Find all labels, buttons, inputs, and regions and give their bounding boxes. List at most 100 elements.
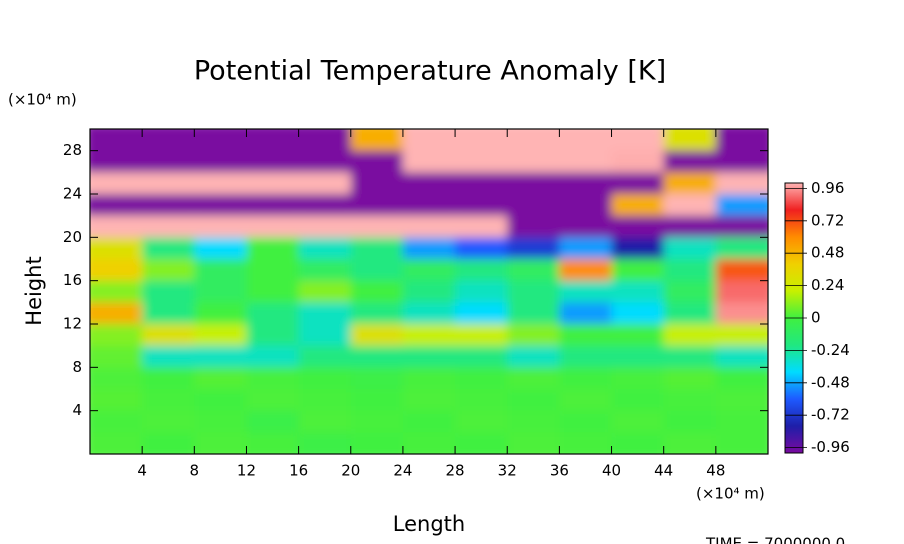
cell bbox=[350, 259, 404, 282]
cell bbox=[507, 259, 560, 282]
x-tick-label: 16 bbox=[289, 462, 308, 480]
cell bbox=[142, 280, 195, 303]
colorbar-tick-label: 0.24 bbox=[811, 276, 844, 294]
cell bbox=[715, 345, 768, 368]
colorbar-tick-label: 0.48 bbox=[811, 244, 844, 262]
cell bbox=[90, 150, 143, 173]
cell bbox=[298, 150, 352, 173]
cell bbox=[246, 150, 300, 173]
cell bbox=[611, 389, 665, 412]
y-tick-label: 16 bbox=[63, 271, 82, 289]
cell bbox=[559, 129, 613, 152]
x-tick-label: 8 bbox=[190, 462, 200, 480]
cell bbox=[559, 194, 613, 217]
cell bbox=[663, 172, 717, 195]
cell bbox=[402, 410, 456, 433]
cell bbox=[142, 367, 195, 390]
x-tick-label: 4 bbox=[137, 462, 147, 480]
x-tick-label: 28 bbox=[446, 462, 465, 480]
cell bbox=[90, 215, 143, 238]
cell bbox=[142, 172, 195, 195]
cell bbox=[611, 172, 665, 195]
cell bbox=[194, 259, 247, 282]
cell bbox=[559, 172, 613, 195]
cell bbox=[298, 324, 352, 347]
cell bbox=[507, 150, 560, 173]
y-tick-label: 4 bbox=[72, 401, 82, 419]
chart-title: Potential Temperature Anomaly [K] bbox=[194, 56, 666, 87]
cell bbox=[559, 324, 613, 347]
cell bbox=[90, 367, 143, 390]
cell bbox=[142, 237, 195, 260]
cell bbox=[350, 280, 404, 303]
cell bbox=[194, 367, 247, 390]
cell bbox=[715, 194, 768, 217]
cell bbox=[246, 410, 300, 433]
cell bbox=[246, 237, 300, 260]
cell bbox=[298, 432, 352, 454]
cell bbox=[715, 259, 768, 282]
colorbar-tick-label: -0.24 bbox=[811, 341, 850, 359]
cell bbox=[142, 259, 195, 282]
cell bbox=[246, 324, 300, 347]
cell bbox=[142, 302, 195, 325]
cell bbox=[663, 389, 717, 412]
cell bbox=[246, 129, 300, 152]
cell bbox=[350, 194, 404, 217]
cell bbox=[402, 194, 456, 217]
cell bbox=[402, 129, 456, 152]
y-tick-label: 8 bbox=[72, 358, 82, 376]
cell bbox=[402, 237, 456, 260]
cell bbox=[455, 410, 508, 433]
y-tick-label: 24 bbox=[63, 185, 82, 203]
cell bbox=[298, 259, 352, 282]
cell bbox=[455, 302, 508, 325]
cell bbox=[715, 410, 768, 433]
cell bbox=[194, 129, 247, 152]
cell bbox=[90, 345, 143, 368]
cell bbox=[611, 302, 665, 325]
cell bbox=[142, 324, 195, 347]
cell bbox=[455, 389, 508, 412]
y-tick-label: 28 bbox=[63, 141, 82, 159]
cell bbox=[507, 324, 560, 347]
cell bbox=[611, 410, 665, 433]
cell bbox=[90, 237, 143, 260]
field bbox=[90, 129, 768, 454]
cell bbox=[611, 280, 665, 303]
cell bbox=[611, 237, 665, 260]
cell bbox=[194, 215, 247, 238]
cell bbox=[246, 389, 300, 412]
cell bbox=[402, 345, 456, 368]
cell bbox=[455, 150, 508, 173]
x-tick-label: 12 bbox=[237, 462, 256, 480]
cell bbox=[350, 129, 404, 152]
cell bbox=[402, 280, 456, 303]
cell bbox=[90, 172, 143, 195]
cell bbox=[663, 432, 717, 454]
colorbar-tick-label: -0.48 bbox=[811, 373, 850, 391]
cell bbox=[90, 389, 143, 412]
cell bbox=[194, 237, 247, 260]
cell bbox=[350, 302, 404, 325]
cell bbox=[559, 432, 613, 454]
y-tick-label: 12 bbox=[63, 315, 82, 333]
cell bbox=[455, 432, 508, 454]
x-tick-label: 40 bbox=[602, 462, 621, 480]
cell bbox=[507, 215, 560, 238]
cell bbox=[298, 345, 352, 368]
cell bbox=[507, 194, 560, 217]
cell bbox=[350, 367, 404, 390]
cell bbox=[715, 432, 768, 454]
cell bbox=[663, 345, 717, 368]
cell bbox=[350, 345, 404, 368]
cell bbox=[455, 194, 508, 217]
cell bbox=[507, 129, 560, 152]
cell bbox=[663, 215, 717, 238]
cell bbox=[559, 280, 613, 303]
cell bbox=[663, 367, 717, 390]
cell bbox=[298, 129, 352, 152]
cell bbox=[715, 302, 768, 325]
cell bbox=[559, 367, 613, 390]
